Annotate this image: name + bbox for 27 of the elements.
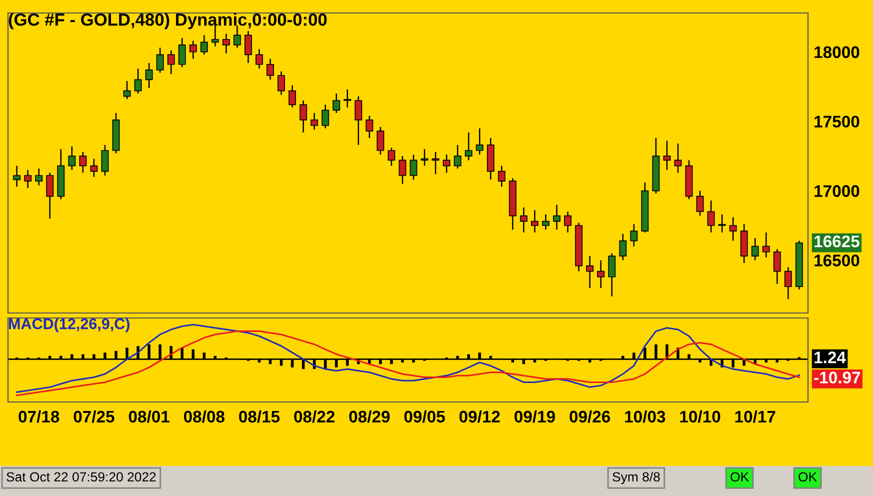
x-tick-label: 09/26 (570, 410, 610, 423)
x-tick-label: 10/03 (625, 410, 666, 423)
x-tick-label: 07/25 (74, 410, 114, 423)
x-tick-label: 10/10 (680, 410, 720, 423)
y-tick-label: 18000 (814, 46, 860, 58)
y-tick-label: -10.97 (814, 372, 860, 384)
x-tick-label: 08/15 (239, 410, 280, 423)
y-tick-label: 17500 (814, 116, 860, 128)
x-tick-label: 09/05 (404, 410, 445, 423)
y-tick-label: 17000 (814, 185, 860, 197)
x-tick-label: 08/01 (128, 410, 170, 423)
x-tick-label: 08/29 (349, 410, 390, 423)
x-tick-label: 08/08 (184, 410, 224, 423)
text: 16625 (814, 236, 860, 248)
chart-title: (GC #F - GOLD,480) Dynamic,0:00-0:00 (8, 13, 327, 30)
text: OK (798, 472, 817, 482)
y-tick-label: 1.24 (814, 352, 846, 364)
text: Sat Oct 22 07:59:20 2022 (6, 472, 156, 482)
x-tick-label: 09/19 (514, 410, 555, 423)
x-tick-label: 09/12 (459, 410, 500, 423)
x-tick-label: 10/17 (735, 410, 776, 423)
chart-title: MACD(12,26,9,C) (9, 318, 130, 332)
text: Sym 8/8 (612, 472, 660, 484)
text: OK (730, 472, 749, 482)
y-tick-label: 16500 (814, 254, 860, 266)
x-tick-label: 07/18 (18, 410, 60, 423)
x-tick-label: 08/22 (294, 410, 335, 423)
